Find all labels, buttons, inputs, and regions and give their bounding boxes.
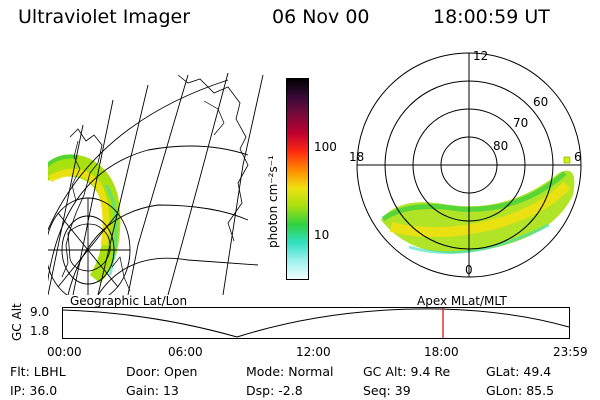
y-tick-low: 1.8: [30, 324, 50, 338]
geographic-coords-label: Geographic Lat/Lon: [70, 294, 188, 308]
info-dsp: Dsp: -2.8: [246, 383, 303, 398]
lat-label-80: 80: [493, 139, 508, 153]
instrument-title: Ultraviolet Imager: [18, 6, 191, 28]
latitude-line: [48, 145, 249, 295]
latitude-line: [97, 257, 259, 295]
colorbar-tick-10: 10: [314, 228, 330, 242]
longitude-line: [127, 74, 189, 295]
longitude-line: [72, 99, 114, 295]
info-gc-alt: GC Alt: 9.4 Re: [363, 364, 451, 379]
mlt-label-6: 6: [574, 150, 582, 164]
coastline: [67, 223, 111, 272]
coastline: [61, 128, 103, 278]
colorbar-tick-100: 100: [314, 140, 337, 154]
altitude-timeline-plot: [62, 307, 570, 339]
color-scale-bar: [286, 78, 309, 280]
apex-coords-label: Apex MLat/MLT: [417, 294, 507, 308]
coastline: [71, 140, 81, 202]
timeline-frame: [62, 307, 570, 339]
coastline: [111, 256, 131, 292]
latitude-line: [48, 79, 229, 295]
info-flt: Flt: LBHL: [10, 364, 66, 379]
time-tick-18: 18:00: [424, 345, 459, 359]
longitude-line: [222, 74, 264, 295]
y-tick-high: 9.0: [30, 305, 50, 319]
info-door: Door: Open: [126, 364, 198, 379]
altitude-curve: [62, 308, 570, 338]
coastline: [177, 74, 249, 242]
time-tick-06: 06:00: [168, 345, 203, 359]
info-mode: Mode: Normal: [246, 364, 334, 379]
time-tick-00: 00:00: [47, 345, 82, 359]
time-tick-12: 12:00: [296, 345, 331, 359]
mlt-label-18: 18: [349, 150, 364, 164]
info-gain: Gain: 13: [126, 383, 179, 398]
aurora-oval: [381, 170, 575, 254]
info-glat: GLat: 49.4: [486, 364, 552, 379]
longitude-line: [167, 72, 229, 295]
info-seq: Seq: 39: [363, 383, 411, 398]
geographic-projection-map: [48, 72, 264, 295]
mlt-label-12: 12: [473, 49, 488, 63]
header-time: 18:00:59 UT: [433, 6, 550, 28]
longitude-line: [48, 124, 84, 295]
info-glon: GLon: 85.5: [486, 383, 555, 398]
time-tick-2359: 23:59: [553, 345, 588, 359]
altitude-axis-title: GC Alt: [10, 303, 24, 341]
data-marker: [563, 156, 571, 164]
coastline: [203, 100, 225, 136]
header-date: 06 Nov 00: [272, 6, 370, 28]
colorbar-unit-label: photon cm⁻²s⁻¹: [266, 155, 280, 248]
info-ip: IP: 36.0: [10, 383, 58, 398]
polar-mlt-plot: 12 18 6 0 60 70 80: [349, 49, 582, 278]
mlt-label-0: 0: [465, 263, 473, 277]
lat-label-70: 70: [513, 116, 528, 130]
lat-label-60: 60: [533, 95, 548, 109]
